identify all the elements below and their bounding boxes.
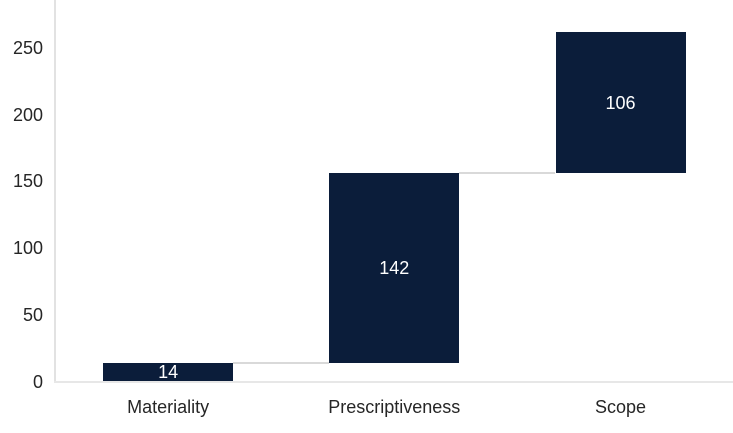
connector-line: [459, 172, 556, 175]
y-tick-label: 50: [22, 304, 43, 325]
bar-scope: 106: [555, 31, 686, 174]
x-category-label: Materiality: [127, 397, 210, 417]
x-category-label: Prescriptiveness: [328, 397, 461, 417]
x-category-label: Scope: [594, 397, 646, 417]
y-tick-label: 250: [12, 38, 43, 58]
bar-value-label: 142: [379, 258, 410, 279]
bar-prescriptiveness: 142: [329, 173, 460, 363]
y-axis-line: [54, 0, 56, 382]
bar-value-label: 106: [605, 92, 636, 113]
y-tick-label: 150: [12, 171, 43, 192]
y-tick-label: 0: [32, 371, 43, 392]
y-tick-label: 200: [12, 104, 43, 125]
bar-value-label: 14: [158, 362, 179, 383]
y-tick-label: 100: [12, 238, 43, 259]
bar-materiality: 14: [103, 362, 234, 383]
x-axis-baseline: [54, 380, 733, 383]
connector-line: [233, 361, 330, 364]
